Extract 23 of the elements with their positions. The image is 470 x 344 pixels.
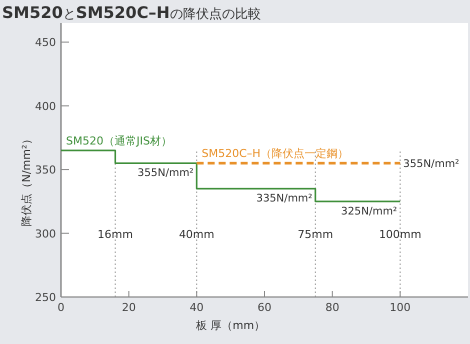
y-tick-label: 300 bbox=[35, 227, 56, 240]
y-tick-label: 450 bbox=[35, 36, 56, 50]
annotation: 355N/mm² bbox=[403, 158, 460, 170]
x-tick-label: 100 bbox=[390, 301, 411, 314]
y-tick-label: 400 bbox=[35, 100, 56, 113]
x-tick-label: 0 bbox=[58, 301, 64, 314]
annotation: 325N/mm² bbox=[341, 205, 398, 218]
y-tick-label: 250 bbox=[35, 291, 56, 304]
ref-line-label: 75mm bbox=[298, 228, 334, 241]
x-tick-label: 60 bbox=[258, 301, 272, 314]
x-tick-label: 40 bbox=[190, 301, 204, 314]
x-tick-label: 80 bbox=[325, 301, 340, 314]
series-label: SM520（通常JIS材） bbox=[66, 134, 172, 148]
ref-line-label: 40mm bbox=[178, 228, 214, 241]
x-tick-label: 20 bbox=[122, 301, 136, 314]
ref-line-label: 100mm bbox=[378, 228, 422, 241]
ref-line-label: 16mm bbox=[98, 228, 133, 241]
annotation: 355N/mm² bbox=[138, 167, 194, 180]
annotation: 335N/mm² bbox=[256, 192, 312, 205]
x-axis-title: 板 厚（mm） bbox=[195, 319, 266, 332]
y-tick-label: 350 bbox=[35, 164, 56, 177]
series-label: SM520C–H（降伏点一定鋼） bbox=[202, 147, 349, 160]
y-axis-title: 降伏点（N/mm²） bbox=[20, 134, 33, 226]
